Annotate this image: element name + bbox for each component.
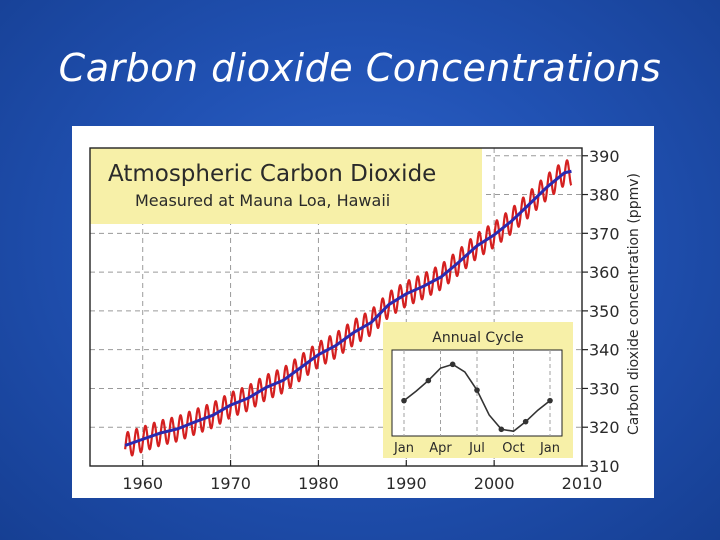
annual-cycle-inset: Annual Cycle Jan Apr Jul Oct Jan: [383, 322, 573, 458]
inset-data-point: [474, 387, 480, 393]
series-layer: [124, 159, 573, 457]
x-tick-label: 1960: [122, 474, 163, 493]
inset-x-tick-label: Apr: [429, 441, 452, 456]
chart-figure: Atmospheric Carbon Dioxide Measured at M…: [72, 126, 654, 498]
y-tick-label: 340: [589, 341, 620, 360]
y-tick-label: 320: [589, 418, 620, 437]
series-monthly-measurements: [124, 159, 573, 457]
co2-chart: Atmospheric Carbon Dioxide Measured at M…: [89, 147, 642, 493]
x-tick-label: 1980: [298, 474, 339, 493]
inset-x-tick-label: Oct: [502, 441, 524, 456]
inset-x-tick-label: Jan: [539, 441, 560, 456]
inset-data-point: [449, 361, 456, 368]
x-tick-label: 1970: [210, 474, 251, 493]
plot-frame: [89, 147, 583, 467]
x-tick-label: 2000: [474, 474, 515, 493]
inset-data-point: [547, 397, 553, 404]
inset-data-point: [522, 418, 529, 425]
slide-title: Carbon dioxide Concentrations: [58, 46, 662, 90]
x-tick-label: 2010: [562, 474, 603, 493]
inset-data-point: [498, 426, 505, 433]
y-tick-label: 360: [589, 263, 620, 282]
y-tick-label: 350: [589, 302, 620, 321]
y-tick-label: 330: [589, 379, 620, 398]
chart-subtitle: Measured at Mauna Loa, Hawaii: [135, 191, 390, 210]
y-tick-label: 390: [589, 147, 620, 166]
y-axis-label: Carbon dioxide concentration (ppmv): [626, 173, 642, 435]
y-tick-label: 370: [589, 224, 620, 243]
y-tick-label: 310: [589, 457, 620, 476]
inset-x-tick-label: Jul: [468, 441, 485, 456]
series-annual-average: [124, 169, 572, 447]
inset-data-point: [401, 397, 407, 404]
title-banner: [90, 148, 482, 224]
chart-title: Atmospheric Carbon Dioxide: [108, 161, 436, 187]
inset-data-point: [425, 377, 432, 384]
y-tick-label: 380: [589, 186, 620, 205]
inset-title: Annual Cycle: [432, 330, 523, 346]
x-tick-label: 1990: [386, 474, 427, 493]
inset-series: Jan Apr Jul Oct Jan: [393, 350, 560, 456]
inset-x-tick-label: Jan: [393, 441, 414, 456]
